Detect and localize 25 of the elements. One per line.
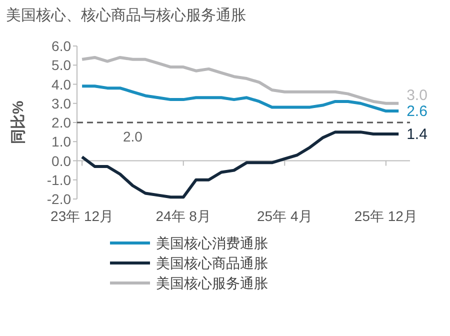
line-series bbox=[80, 84, 400, 113]
x-tick-label: 25年 12月 bbox=[354, 208, 418, 224]
data-label: 2.6 bbox=[406, 103, 428, 120]
data-label: 1.4 bbox=[406, 126, 428, 143]
x-tick-label: 24年 8月 bbox=[156, 208, 211, 224]
y-tick-label: -1.0 bbox=[46, 172, 72, 188]
legend-label: 美国核心商品通胀 bbox=[156, 255, 268, 271]
data-label: 3.0 bbox=[406, 87, 428, 104]
legend-label: 美国核心消费通胀 bbox=[156, 235, 268, 251]
y-tick-label: -2.0 bbox=[46, 191, 72, 207]
line-series bbox=[80, 130, 400, 199]
y-tick-label: 2.0 bbox=[52, 114, 72, 130]
y-tick-label: 3.0 bbox=[52, 95, 72, 112]
y-tick-label: 5.0 bbox=[52, 57, 72, 74]
y-axis-title: 同比% bbox=[10, 100, 27, 144]
x-tick-label: 23年 12月 bbox=[50, 208, 114, 224]
y-tick-label: 6.0 bbox=[52, 38, 72, 54]
chart-title: 美国核心、核心商品与核心服务通胀 bbox=[6, 7, 246, 24]
y-tick-label: 1.0 bbox=[52, 134, 72, 150]
line-series bbox=[80, 56, 400, 105]
ref-line-label: 2.0 bbox=[122, 128, 143, 144]
y-tick-label: 0.0 bbox=[52, 152, 72, 169]
x-tick-label: 25年 4月 bbox=[257, 208, 312, 224]
legend-label: 美国核心服务通胀 bbox=[156, 275, 268, 291]
y-tick-label: 4.0 bbox=[52, 76, 72, 92]
